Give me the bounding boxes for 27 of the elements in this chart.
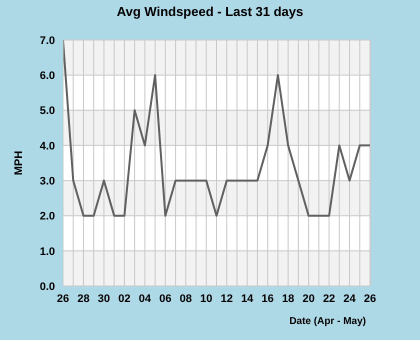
- x-tick-label: 08: [180, 292, 192, 305]
- x-axis-title: Date (Apr - May): [289, 316, 366, 327]
- x-tick-label: 12: [220, 292, 233, 305]
- x-tick-label: 20: [302, 292, 315, 305]
- y-tick-label: 5.0: [40, 105, 55, 118]
- y-axis-title: MPH: [12, 150, 25, 176]
- x-tick-label: 06: [159, 292, 172, 305]
- y-tick-label: 6.0: [40, 70, 55, 82]
- chart-title: Avg Windspeed - Last 31 days: [116, 4, 304, 19]
- x-tick-label: 30: [98, 292, 110, 305]
- x-tick-label: 26: [364, 292, 376, 305]
- x-tick-label: 02: [118, 292, 131, 305]
- x-tick-label: 14: [241, 292, 254, 305]
- y-tick-label: 7.0: [40, 34, 55, 47]
- y-tick-label: 4.0: [40, 140, 55, 152]
- x-tick-label: 10: [200, 292, 212, 305]
- x-tick-label: 28: [77, 292, 90, 305]
- x-tick-label: 26: [56, 292, 70, 305]
- x-tick-label: 16: [262, 292, 274, 305]
- y-tick-label: 1.0: [40, 246, 55, 258]
- y-tick-label: 3.0: [40, 175, 55, 188]
- y-tick-label: 0.0: [40, 280, 55, 293]
- x-tick-label: 18: [282, 292, 294, 305]
- x-tick-label: 04: [138, 292, 152, 305]
- x-tick-label: 22: [322, 292, 336, 305]
- x-tick-label: 24: [343, 292, 357, 305]
- y-tick-label: 2.0: [40, 210, 55, 223]
